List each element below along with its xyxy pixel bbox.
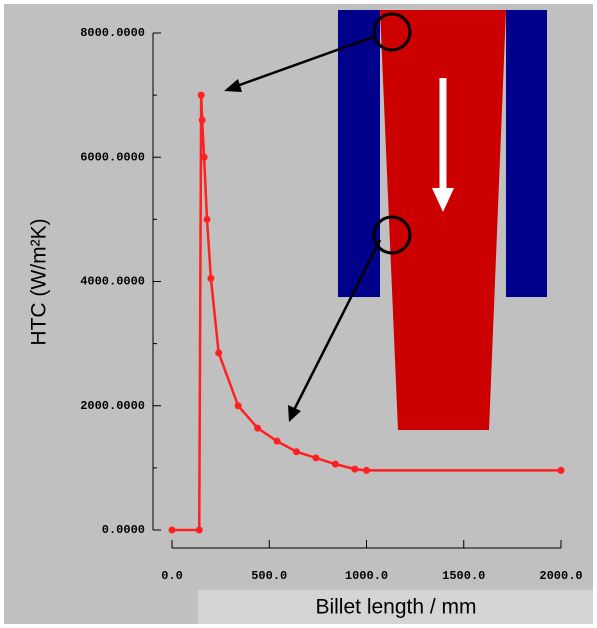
- pointer-arrow: [233, 34, 377, 89]
- highlight-circle: [372, 215, 412, 255]
- y-tick-label: 0.0000: [102, 523, 145, 537]
- data-point: [207, 274, 215, 282]
- data-point: [351, 465, 359, 473]
- y-tick-label: 2000.0000: [80, 399, 145, 413]
- data-point: [203, 215, 211, 223]
- pointer-arrow-head: [288, 405, 301, 422]
- data-point: [197, 91, 205, 99]
- y-axis-title: HTC (W/m²K): [28, 218, 51, 345]
- x-tick-label: 1500.0: [442, 569, 485, 583]
- y-tick-label: 6000.0000: [80, 150, 145, 164]
- plot-background: [4, 4, 593, 624]
- highlight-circle: [372, 12, 412, 52]
- data-point: [292, 448, 300, 456]
- x-tick-label: 0.0: [161, 569, 183, 583]
- data-point: [331, 460, 339, 468]
- x-tick-label: 1000.0: [345, 569, 388, 583]
- x-tick-label: 2000.0: [539, 569, 582, 583]
- die-right: [506, 10, 547, 297]
- data-point: [195, 526, 203, 534]
- pointer-arrow: [292, 239, 382, 411]
- data-point: [557, 466, 565, 474]
- data-point: [200, 153, 208, 161]
- data-point: [363, 466, 370, 474]
- data-point: [312, 454, 320, 462]
- die-diagram: [224, 10, 547, 430]
- y-tick-label: 8000.0000: [80, 26, 145, 40]
- data-point: [254, 424, 262, 432]
- x-tick-label: 500.0: [251, 569, 287, 583]
- data-point: [273, 437, 281, 445]
- pointer-arrow-head: [224, 79, 242, 92]
- axes: 0.0000 2000.0000 4000.0000 6000.0000 8000.00…: [80, 26, 582, 583]
- x-axis-title: Billet length / mm: [315, 596, 476, 619]
- flow-arrow-head: [432, 188, 454, 212]
- die-left: [338, 10, 380, 297]
- billet: [380, 10, 506, 430]
- data-point: [168, 526, 176, 534]
- data-point: [234, 402, 242, 410]
- data-point: [215, 349, 223, 357]
- data-point: [198, 116, 206, 124]
- y-tick-label: 4000.0000: [80, 275, 145, 289]
- label-background: [198, 590, 593, 624]
